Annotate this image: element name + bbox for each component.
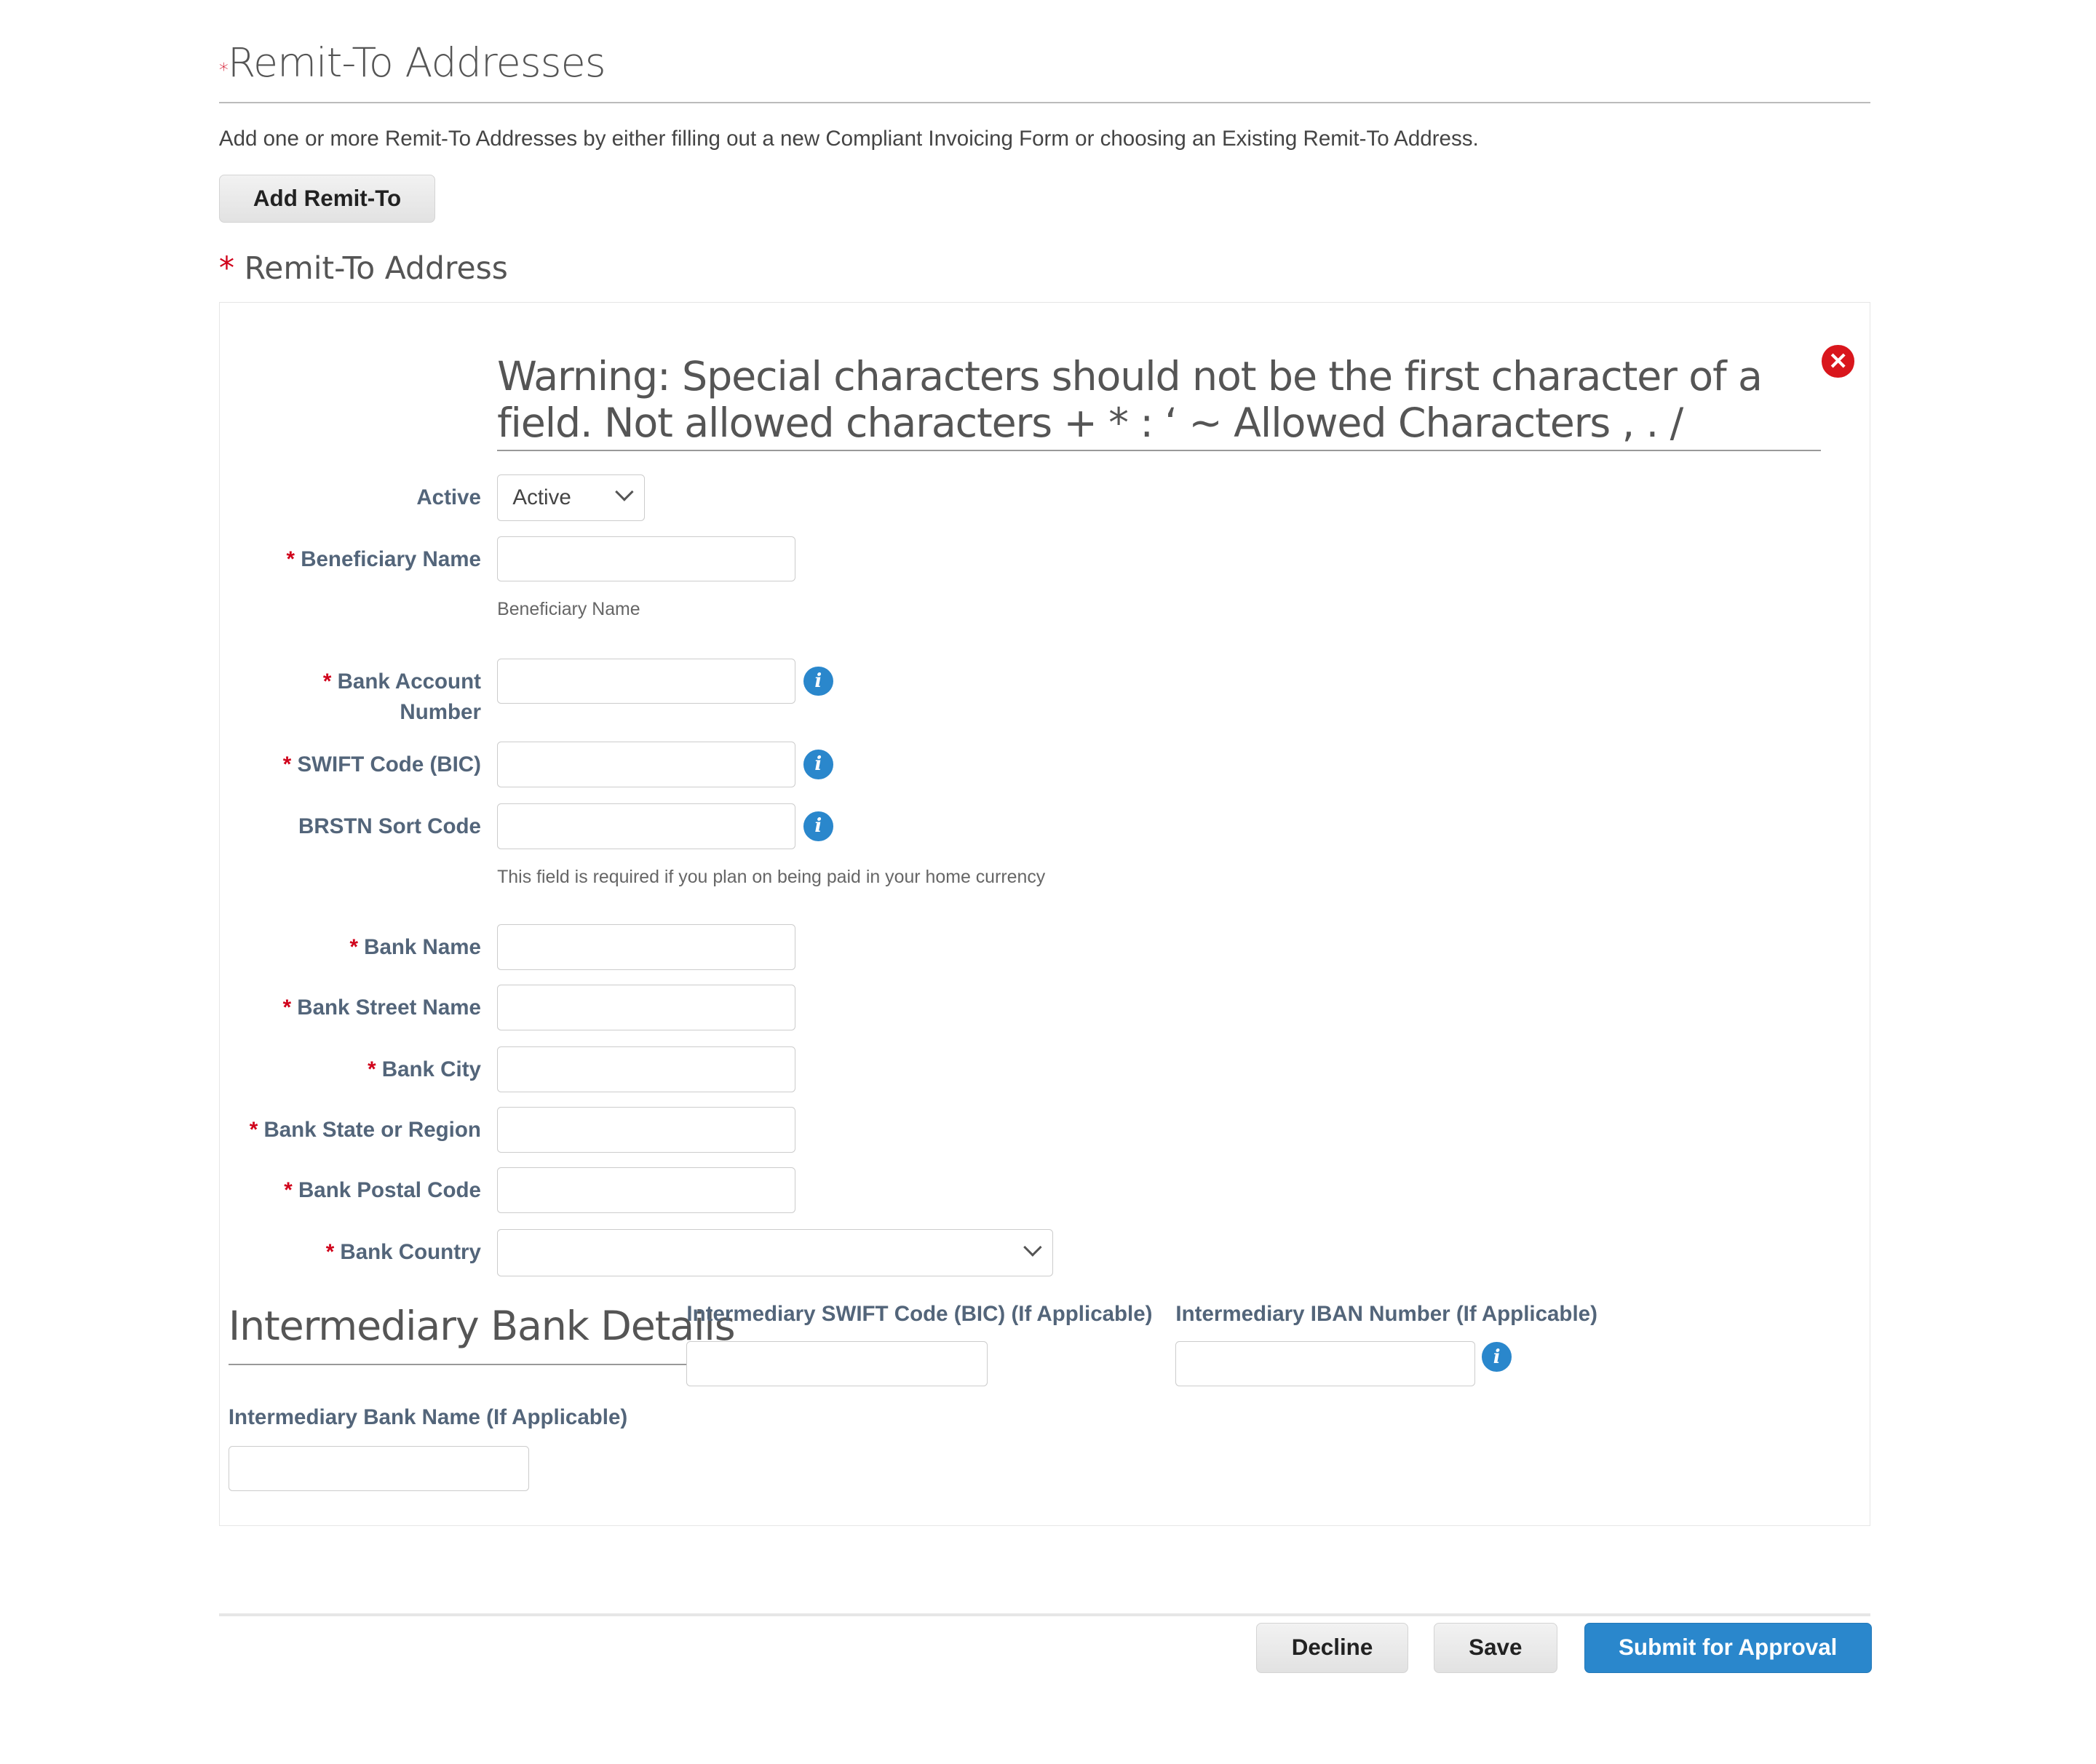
bank-state-label: * Bank State or Region: [249, 1118, 481, 1143]
bank-street-input[interactable]: [497, 985, 795, 1031]
intermediary-iban-label: Intermediary IBAN Number (If Applicable): [1175, 1301, 1597, 1326]
bank-postal-input[interactable]: [497, 1167, 795, 1214]
info-icon[interactable]: i: [803, 750, 833, 779]
beneficiary-help: Beneficiary Name: [497, 599, 640, 620]
bank-country-select[interactable]: [497, 1229, 1054, 1276]
bank-account-input[interactable]: [497, 658, 795, 704]
info-icon[interactable]: i: [803, 811, 833, 841]
chevron-down-icon: [1023, 1238, 1042, 1257]
bank-postal-label: * Bank Postal Code: [284, 1178, 481, 1203]
swift-label: * SWIFT Code (BIC): [282, 752, 481, 777]
intermediary-divider: [228, 1363, 687, 1365]
submit-for-approval-button[interactable]: Submit for Approval: [1584, 1623, 1872, 1673]
bank-account-label: * Bank Account Number: [322, 669, 481, 725]
add-remit-to-button[interactable]: Add Remit-To: [218, 175, 436, 223]
save-button[interactable]: Save: [1433, 1623, 1557, 1673]
chevron-down-icon: [615, 482, 634, 501]
bank-city-label: * Bank City: [368, 1057, 481, 1082]
intermediary-swift-input[interactable]: [686, 1340, 988, 1387]
close-circle-icon[interactable]: ✕: [1822, 345, 1854, 378]
active-label: Active: [416, 485, 481, 509]
section-description: Add one or more Remit-To Addresses by ei…: [218, 126, 1479, 151]
bank-name-label: * Bank Name: [349, 935, 481, 960]
intermediary-bank-name-label: Intermediary Bank Name (If Applicable): [228, 1405, 628, 1430]
bank-city-input[interactable]: [497, 1046, 795, 1092]
warning-divider: [497, 450, 1821, 452]
intermediary-iban-input[interactable]: [1175, 1340, 1476, 1387]
intermediary-swift-label: Intermediary SWIFT Code (BIC) (If Applic…: [686, 1301, 1153, 1326]
divider: [218, 102, 1870, 104]
brstn-input[interactable]: [497, 803, 795, 849]
brstn-label: BRSTN Sort Code: [298, 814, 481, 839]
bank-name-input[interactable]: [497, 924, 795, 970]
bank-country-label: * Bank Country: [325, 1240, 481, 1265]
bank-state-input[interactable]: [497, 1107, 795, 1153]
section-title: *Remit-To Addresses: [218, 40, 606, 87]
info-icon[interactable]: i: [803, 666, 833, 696]
intermediary-title: Intermediary Bank Details: [228, 1303, 736, 1350]
brstn-help: This field is required if you plan on be…: [497, 866, 1046, 887]
beneficiary-name-input[interactable]: [497, 536, 795, 582]
info-icon[interactable]: i: [1482, 1342, 1512, 1372]
intermediary-bank-name-input[interactable]: [228, 1445, 530, 1492]
address-panel: [218, 302, 1870, 1527]
active-select[interactable]: Active: [497, 474, 646, 522]
beneficiary-label: * Beneficiary Name: [286, 547, 481, 571]
swift-input[interactable]: [497, 742, 795, 787]
address-title: * Remit-To Address: [218, 251, 508, 287]
warning-message: Warning: Special characters should not b…: [497, 353, 1763, 448]
decline-button[interactable]: Decline: [1256, 1623, 1408, 1673]
bank-street-label: * Bank Street Name: [282, 996, 481, 1020]
footer-divider: [218, 1613, 1870, 1616]
